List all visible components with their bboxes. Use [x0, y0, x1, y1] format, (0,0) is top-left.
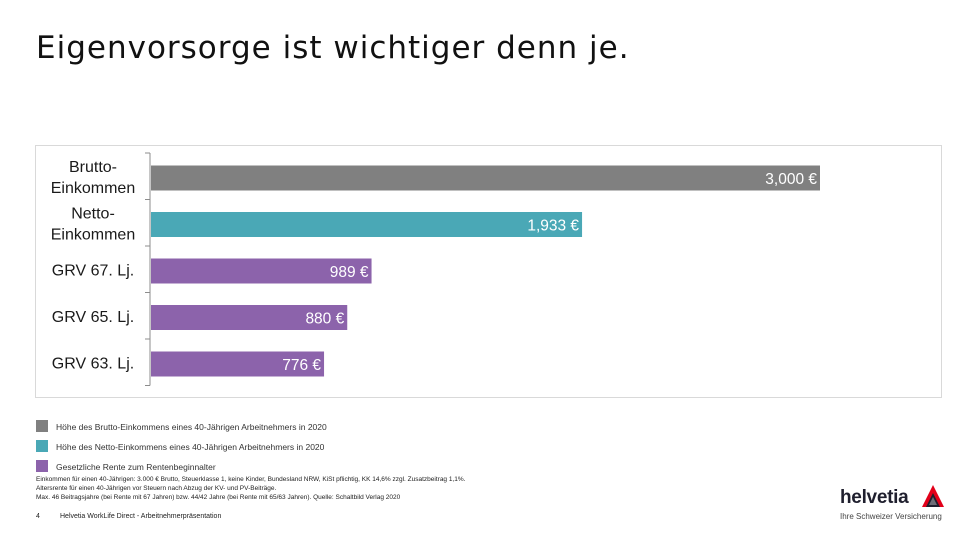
logo-wordmark: helvetia — [840, 487, 909, 508]
bar — [151, 351, 325, 377]
category-label: GRV 65. Lj. — [52, 309, 134, 326]
category-label: Brutto-Einkommen — [51, 159, 135, 197]
footer-text: Helvetia WorkLife Direct - Arbeitnehmerp… — [60, 513, 222, 520]
legend-swatch — [36, 420, 48, 432]
legend-label: Höhe des Brutto-Einkommens eines 40-Jähr… — [56, 422, 327, 432]
page-number: 4 — [36, 513, 40, 520]
data-label: 3,000 € — [765, 171, 817, 188]
helvetia-logo: helvetia Ihre Schweizer Versicherung — [840, 485, 950, 525]
legend-swatch — [36, 460, 48, 472]
footnote-line: Einkommen für einen 40-Jährigen: 3.000 €… — [36, 476, 466, 483]
footnote-line: Max. 46 Beitragsjahre (bei Rente mit 67 … — [36, 494, 401, 501]
page-title: Eigenvorsorge ist wichtiger denn je. — [36, 30, 630, 66]
bar — [151, 165, 820, 191]
bar — [151, 212, 583, 237]
legend-swatch — [36, 440, 48, 452]
footnote-line: Altersrente für einen 40-Jährigen vor St… — [36, 485, 277, 492]
data-label: 989 € — [330, 264, 369, 281]
category-label: Netto-Einkommen — [51, 205, 135, 243]
category-label: GRV 63. Lj. — [52, 355, 134, 372]
bar — [151, 258, 372, 284]
legend-label: Höhe des Netto-Einkommens eines 40-Jähri… — [56, 442, 325, 452]
data-label: 776 € — [282, 357, 321, 374]
bar — [151, 305, 348, 330]
data-label: 880 € — [305, 311, 344, 328]
logo-tagline: Ihre Schweizer Versicherung — [840, 512, 942, 521]
legend-label: Gesetzliche Rente zum Rentenbeginnalter — [56, 462, 216, 472]
footnote: Einkommen für einen 40-Jährigen: 3.000 €… — [36, 475, 465, 502]
logo-triangle-icon — [922, 485, 944, 507]
category-label: GRV 67. Lj. — [52, 262, 134, 279]
chart-frame — [35, 145, 942, 398]
data-label: 1,933 € — [527, 218, 579, 235]
